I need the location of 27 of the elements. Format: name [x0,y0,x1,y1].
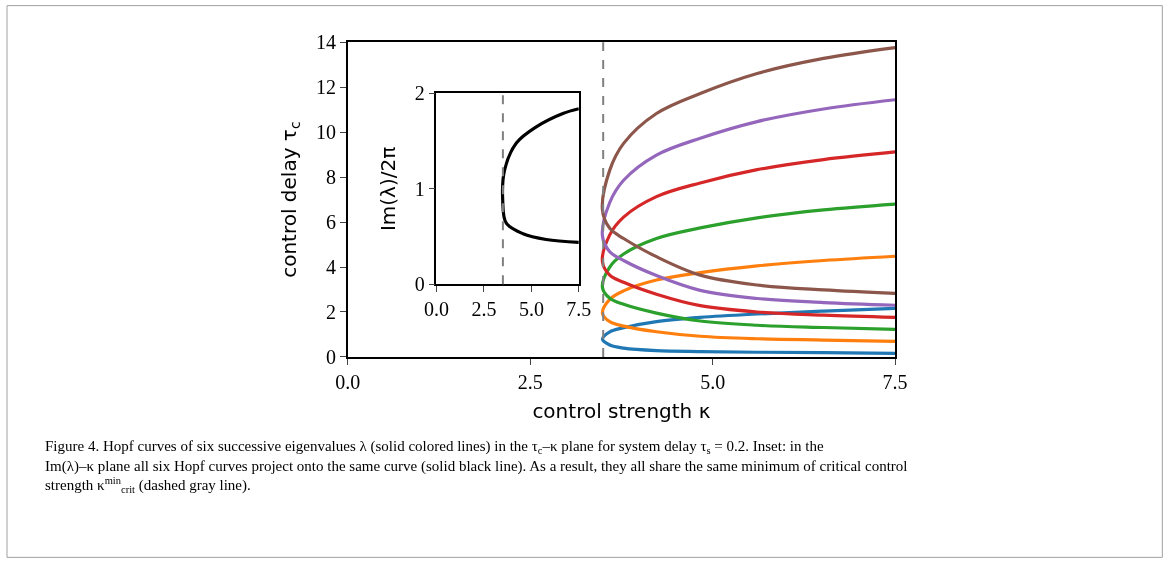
y-tick-label: 0 [414,273,425,296]
line-series [600,150,896,319]
y-tick-label: 14 [315,31,336,54]
y-tick-label: 10 [315,121,336,144]
y-tick-label: 2 [325,300,336,323]
x-tick-label: 0.0 [423,298,449,321]
y-tick-label: 0 [325,345,336,368]
x-tick-label: 5.0 [700,370,726,393]
line-series [600,202,896,331]
y-tick-label: 2 [414,82,425,105]
x-tick-label: 2.5 [517,370,543,393]
y-axis-title: Im(λ)/2π [375,146,400,232]
y-tick-label: 12 [315,76,336,99]
y-tick-label: 6 [325,211,336,234]
y-tick-label: 1 [414,177,425,200]
x-tick-label: 2.5 [471,298,497,321]
line-series [600,46,896,295]
text: Figure 4. Hopf curves of six successive eigenvalues λ (solid colored lines) in the τ$_{c}$–κ plane for system delay τ$_{s}$ = 0.2. Inset: in the Im(λ)–κ plane all six Hopf curves project onto the same curve (solid black line). As a result, they all share the same minimum of critical control strength κ$^{min}$$_{crit}$ (dashed gray line). [45,438,908,496]
y-tick-label: 8 [325,166,336,189]
line-series [600,254,896,344]
x-axis-title: control strength κ [532,398,711,423]
x-tick-label: 7.5 [566,298,592,321]
x-tick-label: 7.5 [882,370,908,393]
x-tick-label: 5.0 [518,298,544,321]
line-series [600,98,896,307]
x-tick-label: 0.0 [335,370,361,393]
y-tick-label: 4 [325,256,336,279]
